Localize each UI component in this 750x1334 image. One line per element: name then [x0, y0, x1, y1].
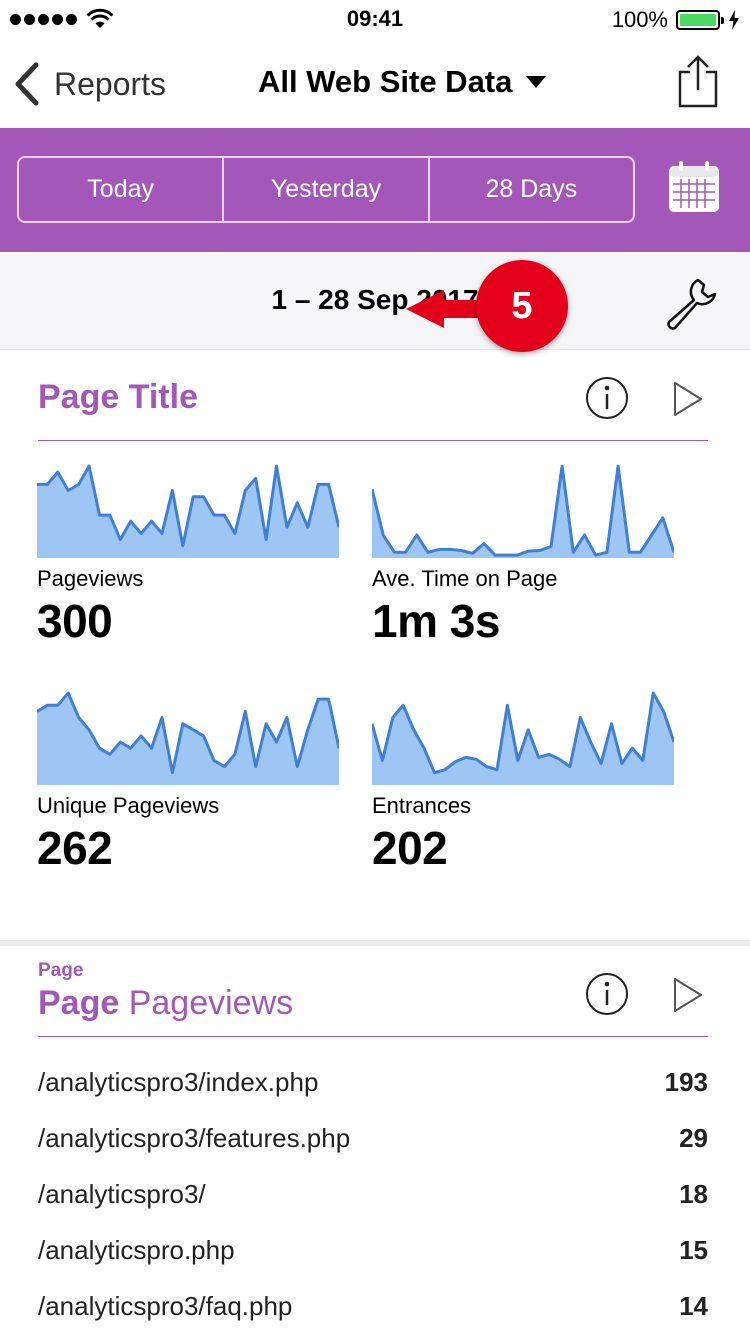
metric-label: Pageviews	[37, 566, 144, 591]
calendar-icon[interactable]	[667, 160, 721, 214]
page-count: 29	[679, 1122, 708, 1153]
page-title-card-title: Page Title	[38, 378, 198, 416]
sparkline-area	[372, 693, 674, 785]
metric-label: Unique Pageviews	[37, 793, 220, 818]
battery-percentage: 100%	[611, 7, 668, 32]
cellular-signal-icon	[10, 14, 77, 25]
list-item[interactable]: /analyticspro3/index.php 193	[38, 1054, 708, 1110]
metric-value: 202	[372, 822, 448, 874]
metric-pageviews[interactable]: Pageviews 300	[37, 462, 339, 648]
share-icon[interactable]	[676, 54, 720, 110]
list-item[interactable]: /analyticspro.php 15	[38, 1222, 708, 1278]
metric-unique-pageviews[interactable]: Unique Pageviews 262	[37, 689, 339, 875]
card-divider	[38, 1036, 708, 1037]
page-path: /analyticspro3/index.php	[38, 1066, 319, 1097]
navigation-bar: Reports All Web Site Data	[0, 40, 750, 128]
callout-arrow	[406, 290, 492, 328]
sparkline-area	[37, 693, 339, 785]
back-button[interactable]: Reports	[14, 60, 166, 108]
page-count: 18	[679, 1178, 708, 1209]
segment-today[interactable]: Today	[87, 175, 155, 203]
info-icon[interactable]	[585, 972, 629, 1016]
page-path: /analyticspro3/faq.php	[38, 1290, 293, 1321]
card-eyebrow: Page	[38, 960, 84, 981]
sparkline-area	[37, 466, 339, 558]
page-count: 14	[679, 1290, 708, 1321]
metric-value: 300	[37, 595, 113, 647]
caret-down-icon	[526, 76, 547, 88]
segment-28-days[interactable]: 28 Days	[427, 158, 633, 221]
date-range-bar: 1 – 28 Sep 2017 5	[0, 252, 750, 352]
charging-bolt-icon	[729, 10, 739, 30]
status-time: 09:41	[346, 6, 404, 31]
callout-badge: 5	[476, 260, 568, 352]
play-icon[interactable]	[672, 380, 704, 418]
page-count: 15	[679, 1234, 708, 1265]
page-path: /analyticspro3/features.php	[38, 1122, 351, 1153]
list-item[interactable]: /analyticspro3/features.php 29	[38, 1110, 708, 1166]
segment-yesterday[interactable]: Yesterday	[222, 158, 427, 221]
metric-label: Entrances	[372, 793, 472, 818]
info-icon[interactable]	[585, 376, 629, 420]
pageviews-sparkline	[37, 464, 339, 558]
unique-pageviews-sparkline	[37, 691, 339, 785]
title-metric: Pageviews	[128, 984, 294, 1022]
date-filter-bar: Today Yesterday 28 Days	[0, 128, 750, 252]
play-icon[interactable]	[672, 976, 704, 1014]
sparkline-line	[372, 464, 674, 557]
metric-label: Ave. Time on Page	[372, 566, 558, 591]
metric-ave-time-on-page[interactable]: Ave. Time on Page 1m 3s	[372, 462, 674, 648]
page-path: /analyticspro3/	[38, 1178, 206, 1209]
back-button-label: Reports	[54, 65, 167, 102]
entrances-sparkline	[372, 691, 674, 785]
nav-title: All Web Site Data	[258, 64, 513, 99]
page-path: /analyticspro.php	[38, 1234, 235, 1265]
metric-entrances[interactable]: Entrances 202	[372, 689, 674, 875]
page-pageviews-card-title: Page Pageviews	[38, 984, 293, 1023]
metric-value: 262	[37, 822, 113, 874]
ave-time-sparkline	[372, 464, 674, 558]
chevron-left-icon	[15, 62, 39, 106]
wrench-icon[interactable]	[664, 276, 718, 330]
card-divider	[38, 440, 708, 441]
status-bar: 09:41 100%	[0, 0, 750, 40]
page-count: 193	[664, 1066, 708, 1097]
metric-value: 1m 3s	[372, 595, 500, 647]
section-separator	[0, 940, 750, 946]
sparkline-line	[372, 691, 674, 775]
sparkline-line	[37, 691, 339, 775]
sparkline-line	[37, 464, 339, 548]
wifi-icon	[86, 8, 114, 28]
list-item[interactable]: /analyticspro3/faq.php 14	[38, 1278, 708, 1334]
list-item[interactable]: /analyticspro3/ 18	[38, 1166, 708, 1222]
date-range-label[interactable]: 1 – 28 Sep 2017	[271, 284, 479, 315]
property-selector[interactable]: All Web Site Data	[258, 64, 547, 100]
date-range-segmented-control: Today Yesterday 28 Days	[17, 156, 635, 223]
battery-icon	[676, 10, 724, 30]
title-dimension: Page	[38, 984, 120, 1022]
